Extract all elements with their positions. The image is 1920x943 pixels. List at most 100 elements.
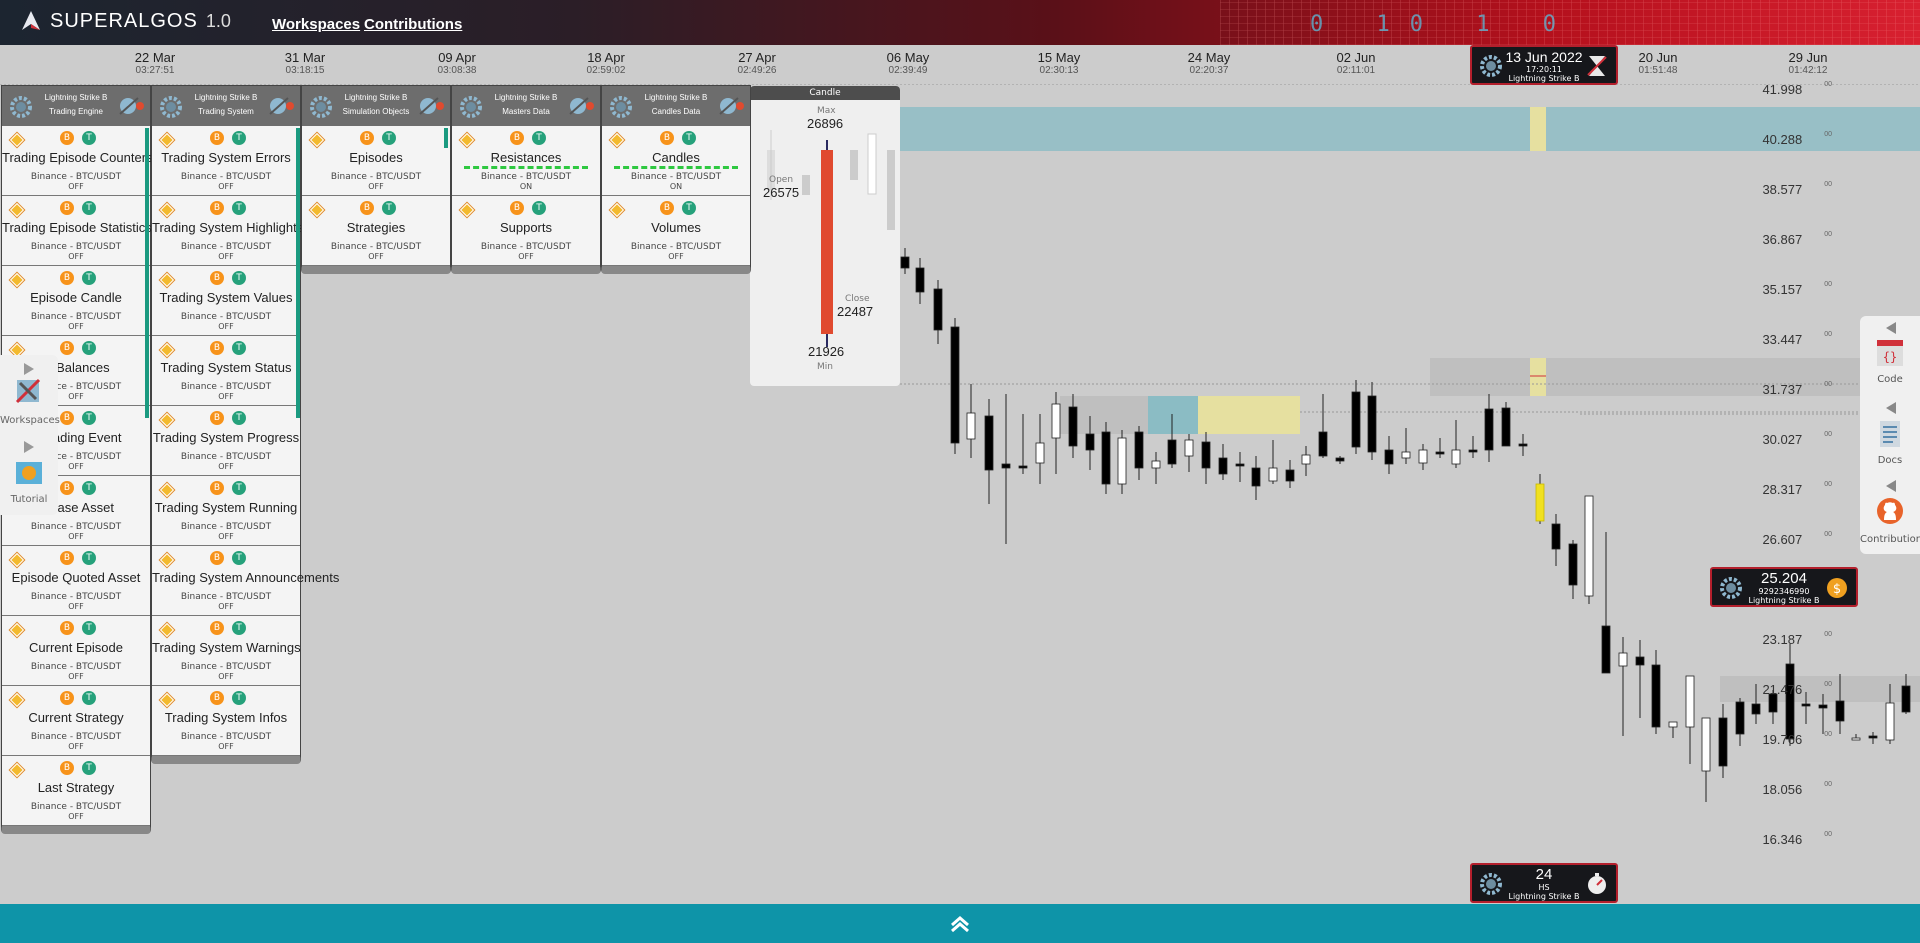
layers-icon[interactable] [118, 94, 146, 123]
layers-icon[interactable] [418, 94, 446, 123]
layer-item[interactable]: B T Strategies Binance - BTC/USDT OFF [302, 196, 450, 266]
layer-item-exchange: Binance - BTC/USDT [330, 242, 422, 252]
layer-item[interactable]: B T Supports Binance - BTC/USDT OFF [452, 196, 600, 266]
candle-max-label: Max [817, 106, 836, 116]
workspaces-label[interactable]: Workspaces [0, 415, 60, 426]
btc-icon: B [210, 551, 224, 565]
github-icon[interactable] [1875, 496, 1905, 526]
contributions-label[interactable]: Contributions [1860, 534, 1920, 545]
layer-item-status: OFF [68, 602, 84, 611]
layer-item[interactable]: B T Trading System Warnings Binance - BTC/U… [152, 616, 301, 686]
layers-icon[interactable] [718, 94, 746, 123]
layer-item-exchange: Binance - BTC/USDT [180, 382, 272, 392]
brand-logo[interactable]: SUPERALGOS 1.0 [18, 8, 231, 34]
layer-item-exchange: Binance - BTC/USDT [30, 382, 122, 392]
layer-item[interactable]: B T Trading System Progress Binance - BTC/U… [152, 406, 300, 476]
layer-item-status: OFF [68, 672, 84, 681]
candle-body [1635, 656, 1645, 666]
layer-item[interactable]: B T Episode Quoted Asset Binance - BTC/USDT… [2, 546, 150, 616]
play-icon[interactable] [24, 363, 34, 375]
time-axis: 22 Mar 03:27:51 31 Mar 03:18:15 09 Apr 03:08:… [0, 45, 1920, 85]
layer-item[interactable]: B T Trading System Running Binance - BTC/US… [152, 476, 300, 546]
layer-item[interactable]: B T Trading Episode Counters Binance - BTC/… [2, 126, 153, 196]
candle-body [1085, 433, 1095, 451]
layer-item[interactable]: B T Last Strategy Binance - BTC/USDT OFF [2, 756, 150, 826]
btc-icon: B [210, 481, 224, 495]
price-axis-value: 33.447 [1762, 332, 1803, 347]
brand-version: 1.0 [205, 10, 231, 31]
layer-item[interactable]: B T Trading System Values Binance - BTC/USD… [152, 266, 300, 336]
highlight-band [1530, 358, 1546, 396]
nav-workspaces[interactable]: Workspaces [272, 16, 361, 33]
layer-item[interactable]: B T Trading Episode Statistics Binance - BT… [2, 196, 152, 266]
layer-panel-header[interactable]: Lightning Strike B Masters Data [452, 86, 600, 126]
layer-item[interactable]: B T Episodes Binance - BTC/USDT OFF [302, 126, 450, 196]
layer-panel-header[interactable]: Lightning Strike B Candles Data [602, 86, 750, 126]
layer-item[interactable]: B T Candles Binance - BTC/USDT ON [602, 126, 750, 196]
btc-icon: B [210, 131, 224, 145]
layer-panel-header[interactable]: Lightning Strike B Trading System [152, 86, 300, 126]
tutorial-label[interactable]: Tutorial [10, 494, 48, 505]
candlestick-chart[interactable] [0, 84, 1920, 904]
candle-body [1851, 737, 1861, 741]
code-icon[interactable]: {} [1875, 338, 1905, 368]
time-axis-date: 02 Jun [1336, 50, 1376, 65]
chevron-left-icon[interactable] [1886, 322, 1896, 334]
tutorial-icon[interactable] [14, 458, 44, 488]
bottom-bar[interactable] [0, 904, 1920, 943]
layer-panel-header[interactable]: Lightning Strike B Simulation Objects [302, 86, 450, 126]
layer-item[interactable]: B T Trading System Highlights Binance - BTC… [152, 196, 303, 266]
layer-item-title: Episodes [349, 150, 403, 165]
candle-body [1251, 467, 1261, 487]
price-axis-label: 35.157 00 [1762, 281, 1832, 297]
layer-item[interactable]: B T Current Episode Binance - BTC/USDT OFF [2, 616, 150, 686]
docs-label[interactable]: Docs [1877, 455, 1903, 466]
timeframe-value: 24 [1535, 866, 1553, 883]
layer-item-title: Trading System Status [160, 360, 292, 375]
binance-icon [9, 202, 25, 218]
layer-item[interactable]: B T Trading System Status Binance - BTC/USD… [152, 336, 300, 406]
price-axis-suffix: 00 [1824, 430, 1832, 438]
svg-text:$: $ [1833, 582, 1841, 597]
btc-icon: B [60, 691, 74, 705]
panel-scrollbar[interactable] [444, 128, 448, 148]
date-badge: 13 Jun 2022 17:20:11 Lightning Strike B [1470, 45, 1618, 85]
candle-body [1051, 403, 1061, 439]
candle-body [1751, 703, 1761, 715]
candle-max-value: 26896 [807, 116, 844, 131]
layer-item[interactable]: B T Trading System Announcements Binance - … [152, 546, 339, 616]
btc-icon: B [60, 621, 74, 635]
play-icon[interactable] [24, 441, 34, 453]
layers-icon[interactable] [268, 94, 296, 123]
layer-item[interactable]: B T Trading System Errors Binance - BTC/USD… [152, 126, 300, 196]
btc-icon: B [60, 551, 74, 565]
chevron-left-icon[interactable] [1886, 402, 1896, 414]
chevron-left-icon[interactable] [1886, 480, 1896, 492]
usdt-icon: T [232, 411, 246, 425]
layer-item-title: Last Strategy [37, 780, 115, 795]
price-axis-value: 23.187 [1762, 632, 1803, 647]
layer-panel-header[interactable]: Lightning Strike B Trading Engine [2, 86, 150, 126]
layer-item-status: OFF [368, 252, 384, 261]
layer-item[interactable]: B T Volumes Binance - BTC/USDT OFF [602, 196, 750, 266]
layer-item[interactable]: B T Resistances Binance - BTC/USDT ON [452, 126, 600, 196]
layer-panel: Lightning Strike B Trading System B T Tradin… [151, 85, 339, 764]
docs-icon[interactable] [1875, 419, 1905, 449]
layer-item-exchange: Binance - BTC/USDT [30, 242, 122, 252]
nav-contributions[interactable]: Contributions [364, 16, 463, 33]
workspaces-icon[interactable] [14, 377, 44, 407]
panel-scrollbar[interactable] [145, 128, 149, 418]
panel-scrollbar[interactable] [296, 128, 300, 418]
price-axis-value: 16.346 [1762, 832, 1803, 847]
btc-icon: B [660, 201, 674, 215]
layer-item[interactable]: B T Episode Candle Binance - BTC/USDT OFF [2, 266, 150, 336]
candle-body [915, 267, 925, 293]
layers-icon[interactable] [568, 94, 596, 123]
candle-inspector-title: Candle [750, 86, 900, 100]
usdt-icon: T [232, 691, 246, 705]
double-chevron-up-icon[interactable] [949, 915, 971, 933]
code-label[interactable]: Code [1877, 374, 1903, 385]
layer-item[interactable]: B T Trading System Infos Binance - BTC/USDT… [152, 686, 300, 756]
layer-item-exchange: Binance - BTC/USDT [30, 592, 122, 602]
layer-item[interactable]: B T Current Strategy Binance - BTC/USDT OFF [2, 686, 150, 756]
